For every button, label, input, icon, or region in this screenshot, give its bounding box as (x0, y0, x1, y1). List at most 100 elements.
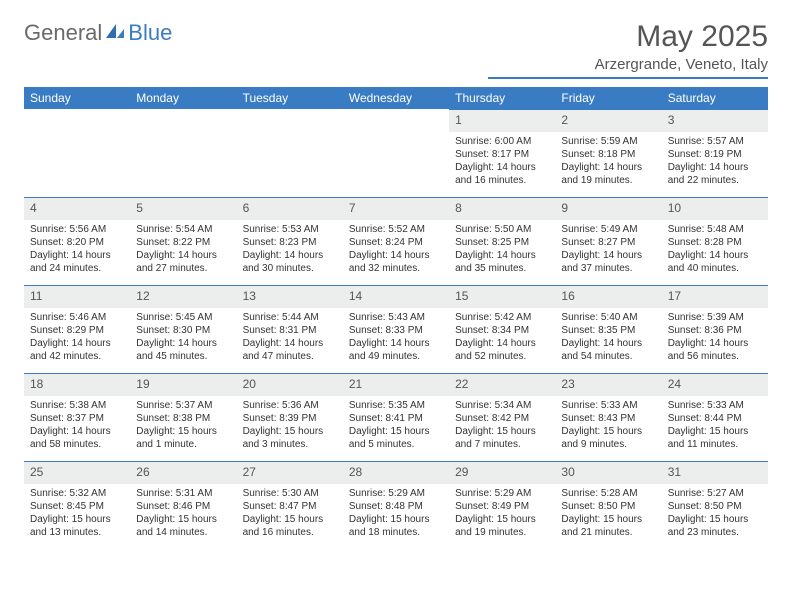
day-body: Sunrise: 5:33 AMSunset: 8:44 PMDaylight:… (662, 396, 768, 455)
day-body: Sunrise: 5:59 AMSunset: 8:18 PMDaylight:… (555, 132, 661, 191)
day-info-line: Daylight: 15 hours (455, 513, 549, 526)
calendar-row: 11Sunrise: 5:46 AMSunset: 8:29 PMDayligh… (24, 285, 768, 373)
calendar-cell: 9Sunrise: 5:49 AMSunset: 8:27 PMDaylight… (555, 197, 661, 285)
day-info-line: Daylight: 14 hours (349, 249, 443, 262)
day-info-line: Sunrise: 5:28 AM (561, 487, 655, 500)
day-body: Sunrise: 5:40 AMSunset: 8:35 PMDaylight:… (555, 308, 661, 367)
day-info-line: Sunrise: 5:33 AM (668, 399, 762, 412)
day-number: 29 (449, 461, 555, 484)
calendar-cell: 15Sunrise: 5:42 AMSunset: 8:34 PMDayligh… (449, 285, 555, 373)
calendar-cell: 11Sunrise: 5:46 AMSunset: 8:29 PMDayligh… (24, 285, 130, 373)
day-number: 20 (237, 373, 343, 396)
day-info-line: Daylight: 14 hours (30, 337, 124, 350)
day-body: Sunrise: 5:32 AMSunset: 8:45 PMDaylight:… (24, 484, 130, 543)
day-body: Sunrise: 5:45 AMSunset: 8:30 PMDaylight:… (130, 308, 236, 367)
day-number: 25 (24, 461, 130, 484)
day-info-line: and 54 minutes. (561, 350, 655, 363)
day-info-line: Daylight: 14 hours (136, 249, 230, 262)
day-info-line: Daylight: 15 hours (668, 425, 762, 438)
day-info-line: Sunset: 8:46 PM (136, 500, 230, 513)
day-info-line: Daylight: 14 hours (668, 337, 762, 350)
day-number: 26 (130, 461, 236, 484)
day-info-line: Sunrise: 6:00 AM (455, 135, 549, 148)
calendar-cell: 27Sunrise: 5:30 AMSunset: 8:47 PMDayligh… (237, 461, 343, 549)
day-body: Sunrise: 5:31 AMSunset: 8:46 PMDaylight:… (130, 484, 236, 543)
day-info-line: Sunrise: 5:36 AM (243, 399, 337, 412)
day-info-line: Sunset: 8:39 PM (243, 412, 337, 425)
day-info-line: and 16 minutes. (455, 174, 549, 187)
calendar-cell: 19Sunrise: 5:37 AMSunset: 8:38 PMDayligh… (130, 373, 236, 461)
day-info-line: Sunset: 8:44 PM (668, 412, 762, 425)
day-info-line: Sunrise: 5:57 AM (668, 135, 762, 148)
day-info-line: Daylight: 15 hours (668, 513, 762, 526)
calendar-cell: 29Sunrise: 5:29 AMSunset: 8:49 PMDayligh… (449, 461, 555, 549)
day-info-line: and 23 minutes. (668, 526, 762, 539)
day-body: Sunrise: 5:49 AMSunset: 8:27 PMDaylight:… (555, 220, 661, 279)
day-number: 16 (555, 285, 661, 308)
day-info-line: Sunrise: 5:50 AM (455, 223, 549, 236)
day-info-line: Sunrise: 5:27 AM (668, 487, 762, 500)
day-info-line: and 27 minutes. (136, 262, 230, 275)
day-body: Sunrise: 5:57 AMSunset: 8:19 PMDaylight:… (662, 132, 768, 191)
day-info-line: Sunrise: 5:38 AM (30, 399, 124, 412)
page-title: May 2025 (488, 20, 768, 54)
day-number: 5 (130, 197, 236, 220)
day-info-line: Sunset: 8:30 PM (136, 324, 230, 337)
day-number: 22 (449, 373, 555, 396)
day-info-line: Sunset: 8:20 PM (30, 236, 124, 249)
day-info-line: Sunset: 8:25 PM (455, 236, 549, 249)
calendar-cell: 26Sunrise: 5:31 AMSunset: 8:46 PMDayligh… (130, 461, 236, 549)
day-info-line: Sunrise: 5:37 AM (136, 399, 230, 412)
day-info-line: Sunset: 8:50 PM (668, 500, 762, 513)
calendar-row: 1Sunrise: 6:00 AMSunset: 8:17 PMDaylight… (24, 109, 768, 197)
day-info-line: and 19 minutes. (455, 526, 549, 539)
day-info-line: and 9 minutes. (561, 438, 655, 451)
day-info-line: and 42 minutes. (30, 350, 124, 363)
day-info-line: Daylight: 15 hours (136, 513, 230, 526)
calendar-cell (130, 109, 236, 197)
day-info-line: and 37 minutes. (561, 262, 655, 275)
day-body: Sunrise: 5:33 AMSunset: 8:43 PMDaylight:… (555, 396, 661, 455)
day-info-line: Daylight: 14 hours (455, 161, 549, 174)
day-number: 28 (343, 461, 449, 484)
day-number: 15 (449, 285, 555, 308)
weekday-header: Wednesday (343, 87, 449, 109)
day-info-line: Sunset: 8:48 PM (349, 500, 443, 513)
day-body: Sunrise: 5:38 AMSunset: 8:37 PMDaylight:… (24, 396, 130, 455)
day-info-line: Sunset: 8:36 PM (668, 324, 762, 337)
day-info-line: and 40 minutes. (668, 262, 762, 275)
logo-text-2: Blue (128, 20, 172, 46)
logo: General Blue (24, 20, 172, 46)
day-info-line: and 11 minutes. (668, 438, 762, 451)
calendar-cell: 7Sunrise: 5:52 AMSunset: 8:24 PMDaylight… (343, 197, 449, 285)
day-body: Sunrise: 5:35 AMSunset: 8:41 PMDaylight:… (343, 396, 449, 455)
day-number: 10 (662, 197, 768, 220)
day-info-line: Sunrise: 5:46 AM (30, 311, 124, 324)
day-info-line: Sunrise: 5:40 AM (561, 311, 655, 324)
day-number: 21 (343, 373, 449, 396)
calendar-cell: 1Sunrise: 6:00 AMSunset: 8:17 PMDaylight… (449, 109, 555, 197)
calendar-table: SundayMondayTuesdayWednesdayThursdayFrid… (24, 87, 768, 549)
calendar-cell: 12Sunrise: 5:45 AMSunset: 8:30 PMDayligh… (130, 285, 236, 373)
calendar-cell: 25Sunrise: 5:32 AMSunset: 8:45 PMDayligh… (24, 461, 130, 549)
day-number: 30 (555, 461, 661, 484)
day-body: Sunrise: 5:28 AMSunset: 8:50 PMDaylight:… (555, 484, 661, 543)
day-number: 9 (555, 197, 661, 220)
day-info-line: Sunrise: 5:32 AM (30, 487, 124, 500)
day-info-line: Sunset: 8:38 PM (136, 412, 230, 425)
day-number: 27 (237, 461, 343, 484)
weekday-header-row: SundayMondayTuesdayWednesdayThursdayFrid… (24, 87, 768, 109)
day-body: Sunrise: 5:48 AMSunset: 8:28 PMDaylight:… (662, 220, 768, 279)
day-info-line: Daylight: 14 hours (30, 249, 124, 262)
calendar-row: 18Sunrise: 5:38 AMSunset: 8:37 PMDayligh… (24, 373, 768, 461)
logo-text-1: General (24, 20, 102, 46)
calendar-cell: 4Sunrise: 5:56 AMSunset: 8:20 PMDaylight… (24, 197, 130, 285)
calendar-cell (24, 109, 130, 197)
day-info-line: Sunset: 8:34 PM (455, 324, 549, 337)
day-info-line: and 35 minutes. (455, 262, 549, 275)
calendar-row: 4Sunrise: 5:56 AMSunset: 8:20 PMDaylight… (24, 197, 768, 285)
day-info-line: and 22 minutes. (668, 174, 762, 187)
day-number: 2 (555, 109, 661, 132)
day-info-line: Sunrise: 5:53 AM (243, 223, 337, 236)
calendar-cell: 10Sunrise: 5:48 AMSunset: 8:28 PMDayligh… (662, 197, 768, 285)
